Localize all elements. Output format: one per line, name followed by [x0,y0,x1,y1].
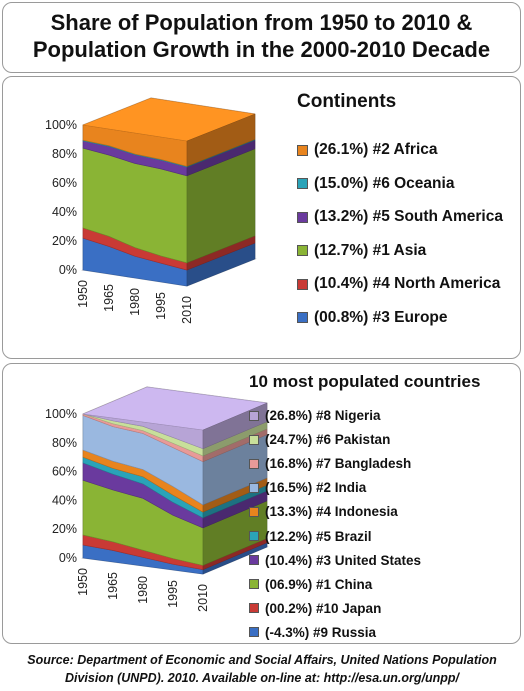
legend-item-13-2-5-south-america: (13.2%) #5 South America [297,208,503,226]
continents-chart: 0% 20% 40% 60% 80% 100% 1950 1965 1980 1995 2010 [45,97,257,324]
legend-item-26-1-2-africa: (26.1%) #2 Africa [297,141,438,159]
x-tick-label: 1950 [76,280,90,308]
legend-label: (12.7%) #1 Asia [314,241,427,259]
area-series-26-1-2-africa [82,97,256,167]
y-tick-label: 80% [52,436,77,450]
y-tick-label: 80% [52,147,77,161]
y-tick-label: 100% [45,407,77,421]
legend-item-13-3-4-indonesia: (13.3%) #4 Indonesia [249,504,398,519]
y-tick-label: 60% [52,465,77,479]
legend-swatch [249,458,259,469]
area-end-26-1-2-africa [186,113,256,167]
continents-legend-title: Continents [297,91,397,112]
legend-swatch [249,627,259,638]
legend-label: (00.8%) #3 Europe [314,308,448,326]
legend-swatch [297,178,308,189]
x-tick-label: 1995 [166,580,180,608]
x-tick-label: 1950 [76,568,90,596]
legend-swatch [297,144,308,156]
legend-swatch [249,482,259,493]
legend-label: (26.8%) #8 Nigeria [265,408,381,423]
chart-title-line-1: Share of Population from 1950 to 2010 & [50,10,473,35]
x-tick-label: 1965 [102,284,116,312]
legend-item-4-3-9-russia: (-4.3%) #9 Russia [249,625,376,640]
legend-item-00-8-3-europe: (00.8%) #3 Europe [297,309,448,327]
title-box: Share of Population from 1950 to 2010 & … [2,2,521,73]
legend-swatch [249,579,259,590]
countries-chart-panel: 0% 20% 40% 60% 80% 100% 1950 1965 1980 1995 2010 1… [2,363,521,644]
legend-swatch [249,434,259,445]
legend-swatch [249,531,259,541]
countries-legend: 10 most populated countries (26.8%) #8 N… [249,372,519,640]
continents-chart-panel: 0% 20% 40% 60% 80% 100% 1950 1965 1980 1995 2010 C… [2,76,521,359]
legend-label: (10.4%) #4 North America [314,275,501,292]
legend-item-24-7-6-pakistan: (24.7%) #6 Pakistan [249,432,390,447]
legend-item-16-5-2-india: (16.5%) #2 India [249,480,366,495]
legend-item-06-9-1-china: (06.9%) #1 China [249,577,372,592]
legend-item-16-8-7-bangladesh: (16.8%) #7 Bangladesh [249,456,411,471]
legend-swatch [249,410,259,421]
x-tick-label: 1995 [154,292,168,320]
area-series-group [82,97,256,287]
legend-item-00-2-10-japan: (00.2%) #10 Japan [249,601,381,616]
legend-label: (15.0%) #6 Oceania [314,174,455,192]
legend-label: (00.2%) #10 Japan [265,600,382,616]
countries-legend-title: 10 most populated countries [249,372,481,391]
legend-label: (26.1%) #2 Africa [314,141,438,158]
legend-label: (-4.3%) #9 Russia [265,624,377,640]
y-tick-label: 20% [52,522,77,536]
legend-item-10-4-4-north-america: (10.4%) #4 North America [297,275,500,293]
x-tick-label: 2010 [180,296,194,324]
x-tick-label: 2010 [196,584,210,612]
y-tick-label: 40% [52,205,77,219]
y-tick-label: 100% [45,118,77,132]
y-tick-label: 60% [52,176,77,190]
legend-item-12-2-5-brazil: (12.2%) #5 Brazil [249,529,372,544]
legend-label: (13.2%) #5 South America [314,208,503,225]
x-tick-label: 1980 [128,288,142,316]
y-tick-label: 40% [52,493,77,507]
legend-swatch [297,312,308,323]
legend-swatch [249,603,259,614]
legend-label: (06.9%) #1 China [265,576,373,592]
source-note: Source: Department of Economic and Socia… [27,653,497,685]
y-tick-label: 0% [59,551,77,565]
legend-swatch [297,211,308,223]
y-tick-label: 0% [59,263,77,277]
countries-chart: 0% 20% 40% 60% 80% 100% 1950 1965 1980 1995 2010 [45,386,269,612]
legend-swatch [249,506,259,517]
chart-title-line-2: Population Growth in the 2000-2010 Decad… [32,37,491,62]
x-tick-label: 1980 [136,576,150,604]
legend-item-26-8-8-nigeria: (26.8%) #8 Nigeria [249,408,381,423]
legend-label: (12.2%) #5 Brazil [265,528,372,544]
legend-label: (10.4%) #3 United States [265,552,422,568]
legend-label: (24.7%) #6 Pakistan [265,432,391,448]
continents-legend: Continents (26.1%) #2 Africa (15.0%) #6 O… [297,91,519,351]
legend-swatch [297,278,308,290]
legend-swatch [249,555,259,566]
legend-item-15-0-6-oceania: (15.0%) #6 Oceania [297,175,454,193]
legend-label: (13.3%) #4 Indonesia [265,504,398,520]
legend-item-10-4-3-united-states: (10.4%) #3 United States [249,553,421,568]
legend-label: (16.8%) #7 Bangladesh [265,456,412,472]
x-tick-label: 1965 [106,572,120,600]
area-series-group [82,386,268,575]
legend-item-12-7-1-asia: (12.7%) #1 Asia [297,242,426,260]
y-tick-label: 20% [52,234,77,248]
legend-label: (16.5%) #2 India [265,480,367,496]
legend-swatch [297,245,308,256]
